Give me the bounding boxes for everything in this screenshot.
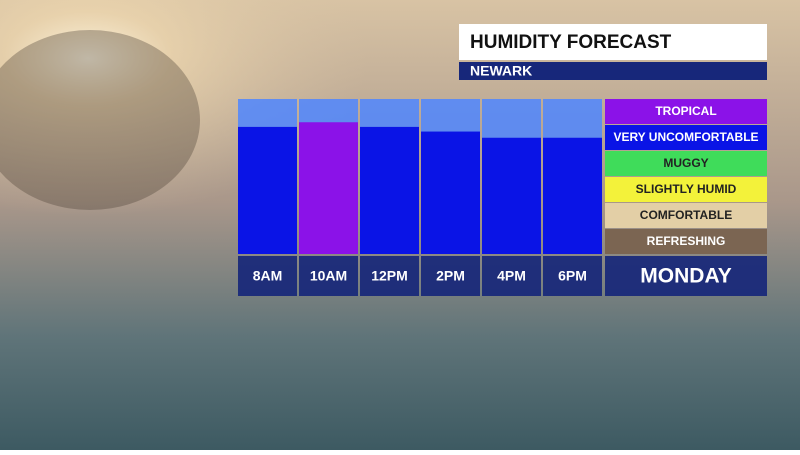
day-box: [605, 256, 767, 296]
bar: [360, 126, 419, 254]
day-label: MONDAY: [640, 265, 731, 288]
bar: [421, 131, 480, 254]
legend-swatch: [605, 125, 767, 150]
legend-swatch: [605, 151, 767, 176]
legend-label: REFRESHING: [647, 234, 726, 248]
time-box: [482, 256, 541, 296]
x-tick-label: 8AM: [253, 268, 283, 284]
legend-label: TROPICAL: [655, 104, 716, 118]
time-box: [421, 256, 480, 296]
legend-swatch: [605, 177, 767, 202]
trees: [0, 30, 200, 210]
time-box: [238, 256, 297, 296]
time-box: [299, 256, 358, 296]
x-tick-label: 12PM: [371, 268, 408, 284]
bar: [482, 137, 541, 254]
legend-swatch: [605, 203, 767, 228]
time-box: [360, 256, 419, 296]
bar: [238, 126, 297, 254]
legend-label: VERY UNCOMFORTABLE: [613, 130, 758, 144]
x-tick-label: 2PM: [436, 268, 465, 284]
subtitle: NEWARK: [470, 63, 532, 79]
title-box: [459, 24, 767, 60]
x-tick-label: 4PM: [497, 268, 526, 284]
legend-swatch: [605, 229, 767, 254]
legend-label: MUGGY: [663, 156, 708, 170]
bar: [299, 122, 358, 254]
legend-label: SLIGHTLY HUMID: [636, 182, 737, 196]
x-tick-label: 6PM: [558, 268, 587, 284]
legend-swatch: [605, 99, 767, 124]
subtitle-box: [459, 62, 767, 80]
time-box: [543, 256, 602, 296]
bar: [543, 137, 602, 254]
x-tick-label: 10AM: [310, 268, 347, 284]
legend-label: COMFORTABLE: [640, 208, 732, 222]
title: HUMIDITY FORECAST: [470, 32, 672, 53]
